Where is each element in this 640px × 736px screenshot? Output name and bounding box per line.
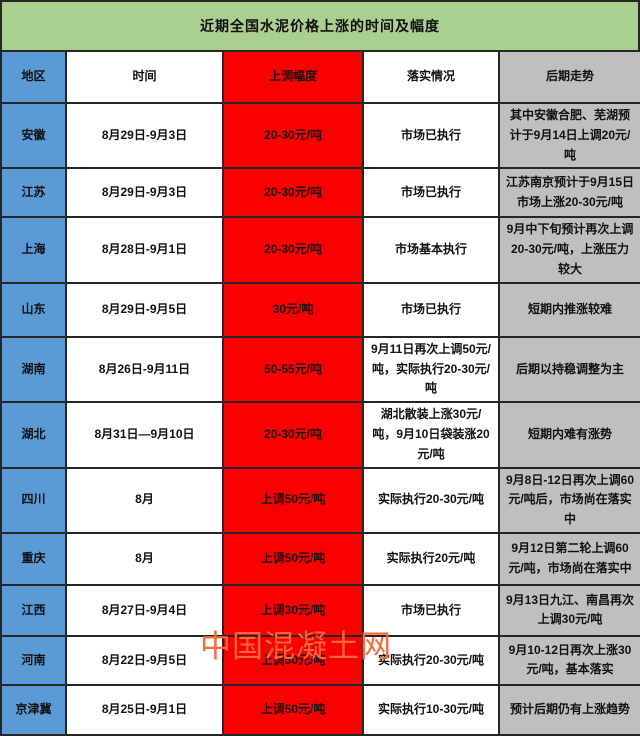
implementation-cell: 实际执行20-30元/吨 bbox=[362, 466, 500, 534]
implementation-cell: 实际执行20元/吨 bbox=[362, 531, 500, 586]
region-cell: 湖南 bbox=[0, 335, 67, 404]
table-row: 四川 8月 上调50元/吨 实际执行20-30元/吨 9月8日-12日再次上调6… bbox=[0, 466, 640, 534]
increase-cell: 20-30元/吨 bbox=[222, 401, 364, 469]
region-cell: 京津冀 bbox=[0, 683, 67, 736]
time-cell: 8月 bbox=[65, 531, 224, 586]
increase-cell: 上调50元/吨 bbox=[222, 466, 364, 534]
outlook-cell: 短期内难有涨势 bbox=[498, 401, 640, 469]
time-cell: 8月27日-9月4日 bbox=[65, 583, 224, 637]
time-cell: 8月31日—9月10日 bbox=[65, 401, 224, 469]
implementation-cell: 湖北散装上涨30元/吨，9月10日袋装涨20元/吨 bbox=[362, 401, 500, 469]
region-cell: 安徽 bbox=[0, 101, 67, 170]
implementation-cell: 市场已执行 bbox=[362, 281, 500, 338]
region-cell: 上海 bbox=[0, 216, 67, 284]
increase-cell: 20-30元/吨 bbox=[222, 167, 364, 219]
increase-cell: 20-30元/吨 bbox=[222, 101, 364, 170]
time-cell: 8月26日-9月11日 bbox=[65, 335, 224, 404]
increase-cell: 上调30元/吨 bbox=[222, 583, 364, 637]
outlook-cell: 后期以持稳调整为主 bbox=[498, 335, 640, 404]
time-cell: 8月22日-9月5日 bbox=[65, 634, 224, 686]
table-title: 近期全国水泥价格上涨的时间及幅度 bbox=[0, 0, 640, 50]
increase-cell: 上调50元/吨 bbox=[222, 634, 364, 686]
time-cell: 8月29日-9月5日 bbox=[65, 281, 224, 338]
table-row: 安徽 8月29日-9月3日 20-30元/吨 市场已执行 其中安徽合肥、芜湖预计… bbox=[0, 101, 640, 170]
column-header-time: 时间 bbox=[65, 50, 224, 104]
table-row: 江西 8月27日-9月4日 上调30元/吨 市场已执行 9月13日九江、南昌再次… bbox=[0, 583, 640, 637]
outlook-cell: 预计后期仍有上涨趋势 bbox=[498, 683, 640, 736]
implementation-cell: 市场已执行 bbox=[362, 101, 500, 170]
outlook-cell: 9月8日-12日再次上调60元/吨后，市场尚在落实中 bbox=[498, 466, 640, 534]
outlook-cell: 9月中下旬预计再次上调20-30元/吨，上涨压力较大 bbox=[498, 216, 640, 284]
region-cell: 江苏 bbox=[0, 167, 67, 219]
increase-cell: 上调50元/吨 bbox=[222, 683, 364, 736]
region-cell: 山东 bbox=[0, 281, 67, 338]
time-cell: 8月29日-9月3日 bbox=[65, 167, 224, 219]
time-cell: 8月 bbox=[65, 466, 224, 534]
outlook-cell: 江苏南京预计于9月15日市场上涨20-30元/吨 bbox=[498, 167, 640, 219]
column-header-increase: 上调幅度 bbox=[222, 50, 364, 104]
table-row: 江苏 8月29日-9月3日 20-30元/吨 市场已执行 江苏南京预计于9月15… bbox=[0, 167, 640, 219]
outlook-cell: 9月13日九江、南昌再次上调30元/吨 bbox=[498, 583, 640, 637]
region-cell: 重庆 bbox=[0, 531, 67, 586]
table-row: 河南 8月22日-9月5日 上调50元/吨 实际执行20-30元/吨 9月10-… bbox=[0, 634, 640, 686]
table-row: 湖北 8月31日—9月10日 20-30元/吨 湖北散装上涨30元/吨，9月10… bbox=[0, 401, 640, 469]
implementation-cell: 实际执行20-30元/吨 bbox=[362, 634, 500, 686]
column-header-outlook: 后期走势 bbox=[498, 50, 640, 104]
region-cell: 江西 bbox=[0, 583, 67, 637]
region-cell: 湖北 bbox=[0, 401, 67, 469]
increase-cell: 20-30元/吨 bbox=[222, 216, 364, 284]
increase-cell: 50-55元/吨 bbox=[222, 335, 364, 404]
implementation-cell: 市场已执行 bbox=[362, 583, 500, 637]
outlook-cell: 其中安徽合肥、芜湖预计于9月14日上调20元/吨 bbox=[498, 101, 640, 170]
table-row: 湖南 8月26日-9月11日 50-55元/吨 9月11日再次上调50元/吨，实… bbox=[0, 335, 640, 404]
time-cell: 8月25日-9月1日 bbox=[65, 683, 224, 736]
outlook-cell: 9月10-12日再次上涨30元/吨，基本落实 bbox=[498, 634, 640, 686]
table-row: 京津冀 8月25日-9月1日 上调50元/吨 实际执行10-30元/吨 预计后期… bbox=[0, 683, 640, 736]
implementation-cell: 市场基本执行 bbox=[362, 216, 500, 284]
implementation-cell: 实际执行10-30元/吨 bbox=[362, 683, 500, 736]
table-row: 山东 8月29日-9月5日 30元/吨 市场已执行 短期内推涨较难 bbox=[0, 281, 640, 338]
implementation-cell: 9月11日再次上调50元/吨，实际执行20-30元/吨 bbox=[362, 335, 500, 404]
header-row: 地区 时间 上调幅度 落实情况 后期走势 bbox=[0, 50, 640, 104]
table-row: 上海 8月28日-9月1日 20-30元/吨 市场基本执行 9月中下旬预计再次上… bbox=[0, 216, 640, 284]
table-row: 重庆 8月 上调50元/吨 实际执行20元/吨 9月12日第二轮上调60元/吨，… bbox=[0, 531, 640, 586]
increase-cell: 30元/吨 bbox=[222, 281, 364, 338]
implementation-cell: 市场已执行 bbox=[362, 167, 500, 219]
column-header-implementation: 落实情况 bbox=[362, 50, 500, 104]
price-table: 地区 时间 上调幅度 落实情况 后期走势 安徽 8月29日-9月3日 20-30… bbox=[0, 50, 640, 736]
outlook-cell: 短期内推涨较难 bbox=[498, 281, 640, 338]
increase-cell: 上调50元/吨 bbox=[222, 531, 364, 586]
outlook-cell: 9月12日第二轮上调60元/吨，市场尚在落实中 bbox=[498, 531, 640, 586]
time-cell: 8月28日-9月1日 bbox=[65, 216, 224, 284]
region-cell: 河南 bbox=[0, 634, 67, 686]
time-cell: 8月29日-9月3日 bbox=[65, 101, 224, 170]
region-cell: 四川 bbox=[0, 466, 67, 534]
column-header-region: 地区 bbox=[0, 50, 67, 104]
